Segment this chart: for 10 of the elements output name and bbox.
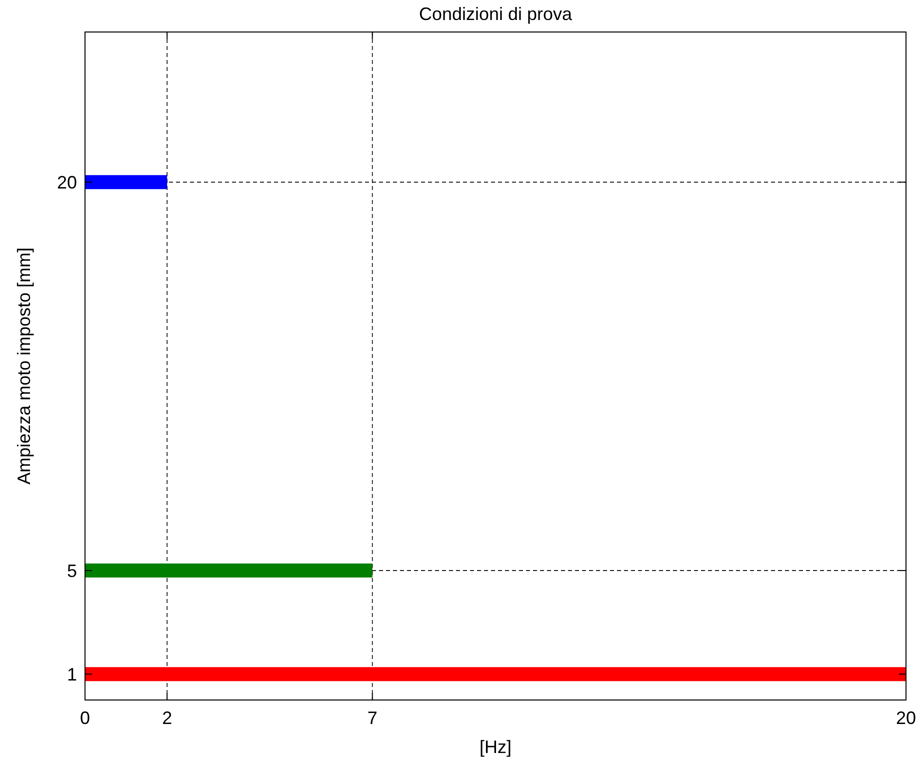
x-tick-label: 20 [896, 708, 916, 728]
x-axis-title: [Hz] [479, 737, 512, 757]
x-tick-label: 2 [162, 708, 172, 728]
y-tick-label: 20 [56, 172, 77, 192]
x-tick-label: 7 [367, 708, 378, 728]
y-tick-label: 5 [66, 560, 77, 581]
y-tick-label: 1 [66, 664, 77, 684]
x-tick-label: 0 [80, 708, 90, 728]
chart-title: Condizioni di prova [418, 4, 574, 24]
y-axis-title: Ampiezza moto imposto [mm] [14, 247, 34, 485]
